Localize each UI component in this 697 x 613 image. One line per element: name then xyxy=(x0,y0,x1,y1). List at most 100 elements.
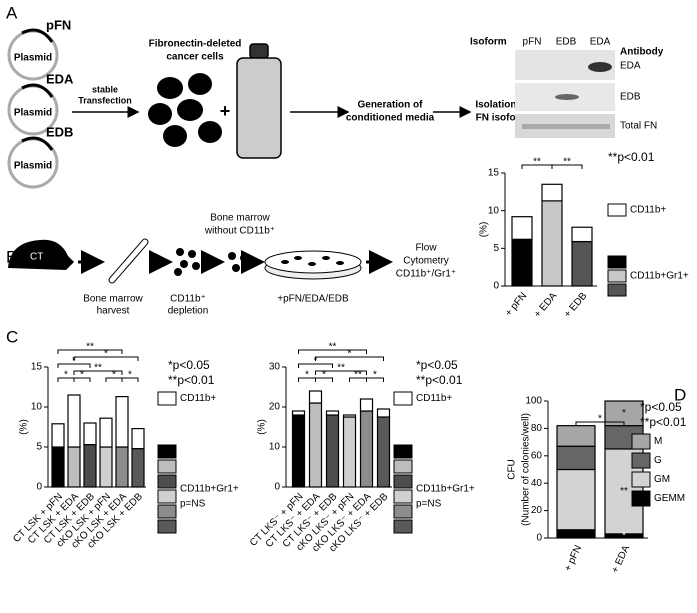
plasmid-name: EDA xyxy=(46,71,74,86)
significance-bracket xyxy=(298,349,367,354)
legend-swatch xyxy=(157,489,177,504)
y-tick-label: 10 xyxy=(488,205,500,216)
blot-header: Antibody xyxy=(620,47,664,58)
y-tick-label: 10 xyxy=(31,402,43,413)
legend-swatch xyxy=(393,444,413,459)
y-tick-label: 5 xyxy=(36,442,42,453)
significance-bracket xyxy=(551,164,583,169)
legend-label: M xyxy=(654,436,662,447)
plus: + xyxy=(220,101,231,121)
bar-segment xyxy=(99,446,113,488)
bar-segment xyxy=(342,414,357,418)
bar-segment xyxy=(571,226,593,243)
annotation: **p<0.01 xyxy=(168,373,215,387)
bar-segment xyxy=(115,396,129,448)
plasmid-label: Plasmid xyxy=(14,161,52,172)
plasmid-label: Plasmid xyxy=(14,108,52,119)
blot-isoform: EDA xyxy=(590,37,611,48)
step-label: harvest xyxy=(97,306,130,317)
blot-isoform: pFN xyxy=(523,37,542,48)
legend-label: GM xyxy=(654,474,670,485)
significance-label: ** xyxy=(94,363,102,374)
x-tick-label: + EDB xyxy=(562,290,589,320)
step-label: FN isoform xyxy=(476,113,529,124)
significance-label: * xyxy=(64,370,68,381)
y-tick-label: 20 xyxy=(269,402,281,413)
significance-bracket xyxy=(57,349,123,354)
panel-label: C xyxy=(6,327,18,346)
significance-label: * xyxy=(305,370,309,381)
bar-annotation: * xyxy=(622,408,626,419)
legend-label: G xyxy=(654,455,662,466)
bar-segment xyxy=(308,402,323,488)
cells xyxy=(228,252,248,272)
bar-segment xyxy=(291,414,306,488)
annotation: **p<0.01 xyxy=(416,373,463,387)
step-label: +pFN/EDA/EDB xyxy=(277,294,349,305)
significance-label: * xyxy=(373,370,377,381)
significance-label: ** xyxy=(329,342,337,353)
legend-note: p=NS xyxy=(180,499,206,510)
step-label: without CD11b⁺ xyxy=(204,226,275,237)
dish xyxy=(264,250,362,280)
legend-label: GEMM xyxy=(654,493,685,504)
blot-antibody: Total FN xyxy=(620,121,657,132)
significance-bracket xyxy=(57,363,91,368)
step-label: cancer cells xyxy=(166,52,224,63)
legend-swatch xyxy=(631,433,651,450)
bar-segment xyxy=(131,448,145,488)
legend-swatch xyxy=(607,283,627,297)
significance-bracket xyxy=(366,377,384,382)
bar-segment xyxy=(556,468,596,531)
cells xyxy=(148,73,222,147)
step-label: Generation of xyxy=(357,100,423,111)
blot-image xyxy=(515,50,615,138)
y-tick-label: 0 xyxy=(274,482,280,493)
step-label: CD11b⁺/Gr1⁺ xyxy=(396,269,456,280)
y-tick-label: 40 xyxy=(531,478,543,489)
significance-label: * xyxy=(80,370,84,381)
significance-label: ** xyxy=(563,157,571,168)
annotation: **p<0.01 xyxy=(640,415,687,429)
significance-label: * xyxy=(72,356,76,367)
significance-bracket xyxy=(315,370,367,375)
step-label: Bone marrow xyxy=(83,294,143,305)
x-tick-label: + pFN xyxy=(503,291,529,319)
y-tick-label: 0 xyxy=(536,533,542,544)
significance-label: * xyxy=(322,370,326,381)
bar-segment xyxy=(308,390,323,404)
legend-swatch xyxy=(607,255,627,269)
y-tick-label: 20 xyxy=(531,505,543,516)
plasmid-label: Plasmid xyxy=(14,53,52,64)
significance-label: ** xyxy=(354,370,362,381)
significance-bracket xyxy=(73,377,91,382)
y-axis-label: (%) xyxy=(257,419,268,435)
panel-label: A xyxy=(6,3,18,22)
x-tick-label: + EDA xyxy=(610,543,632,574)
bar-segment xyxy=(556,529,596,539)
legend-swatch xyxy=(393,489,413,504)
y-tick-label: 15 xyxy=(488,168,500,179)
x-tick-label: + pFN xyxy=(563,544,585,574)
step-label: CD11b⁺ xyxy=(170,294,206,305)
step-label: stable xyxy=(92,84,118,94)
y-axis-label: (%) xyxy=(479,222,490,238)
significance-label: ** xyxy=(533,157,541,168)
y-axis-label: CFU xyxy=(507,459,518,480)
legend-swatch xyxy=(157,444,177,459)
bar-segment xyxy=(342,416,357,488)
significance-bracket xyxy=(121,377,139,382)
bar-segment xyxy=(359,410,374,488)
bottle xyxy=(236,43,282,159)
bar-segment xyxy=(511,238,533,287)
mouse xyxy=(8,239,74,270)
bone-inner xyxy=(109,239,148,283)
x-tick-label: + EDA xyxy=(532,290,559,320)
annotation: *p<0.05 xyxy=(168,358,210,372)
legend-label: CD11b+ xyxy=(180,393,216,404)
panel-label: D xyxy=(674,385,686,404)
legend-swatch xyxy=(157,504,177,519)
legend-swatch xyxy=(157,474,177,489)
step-label: Bone marrow xyxy=(210,213,270,224)
